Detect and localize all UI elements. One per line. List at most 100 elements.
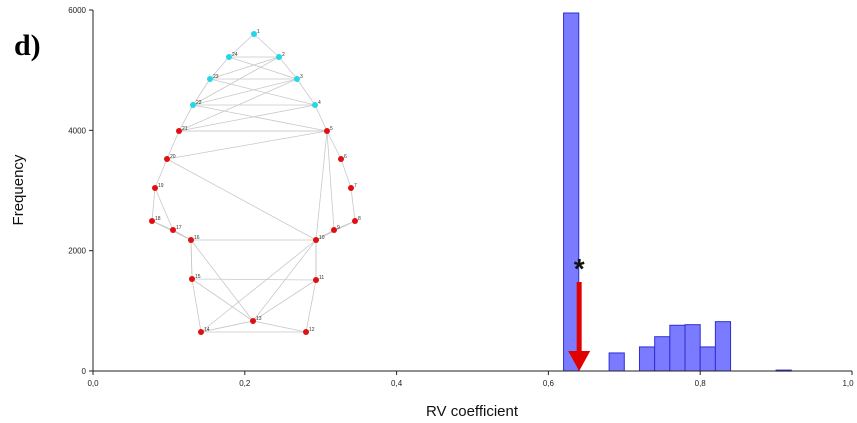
x-tick-label: 1,0 xyxy=(842,379,854,388)
histogram-bar xyxy=(684,324,701,372)
histogram-bar xyxy=(714,321,732,372)
histogram-bar xyxy=(563,12,580,372)
x-tick-label: 0,4 xyxy=(391,379,403,388)
landmark-point xyxy=(149,218,155,224)
landmark-label: 20 xyxy=(170,154,176,160)
landmark-link xyxy=(209,56,230,80)
landmark-link xyxy=(228,56,298,80)
landmark-point xyxy=(348,185,354,191)
y-tick-label: 0 xyxy=(82,367,87,376)
landmark-link xyxy=(178,78,298,132)
landmark-label: 18 xyxy=(155,216,161,222)
histogram-bar xyxy=(669,324,686,372)
landmark-link xyxy=(191,278,202,333)
landmark-link xyxy=(192,56,280,106)
y-tick-label: 6000 xyxy=(68,6,86,15)
landmark-link xyxy=(315,130,328,241)
landmark-link xyxy=(166,130,328,160)
landmark-point xyxy=(188,237,194,243)
x-tick-label: 0,2 xyxy=(239,379,251,388)
y-tick-label: 4000 xyxy=(68,126,86,135)
landmark-point xyxy=(276,54,282,60)
landmark-label: 10 xyxy=(319,235,325,241)
landmark-label: 5 xyxy=(330,126,333,132)
landmark-label: 24 xyxy=(232,52,238,58)
landmark-point xyxy=(324,128,330,134)
landmark-label: 1 xyxy=(257,29,260,35)
landmark-point xyxy=(338,156,344,162)
landmark-link xyxy=(340,158,352,189)
landmark-link xyxy=(192,104,328,132)
landmark-label: 12 xyxy=(309,327,315,333)
landmark-link xyxy=(209,78,316,106)
landmark-label: 9 xyxy=(337,225,340,231)
landmark-label: 22 xyxy=(196,100,202,106)
landmark-point xyxy=(313,277,319,283)
annotation: * xyxy=(568,253,591,371)
landmark-point xyxy=(313,237,319,243)
landmark-link xyxy=(252,239,317,322)
landmark-point xyxy=(198,329,204,335)
landmark-link xyxy=(314,104,328,132)
significance-asterisk: * xyxy=(574,253,585,284)
landmark-label: 17 xyxy=(176,225,182,231)
histogram-bar xyxy=(608,352,625,372)
landmark-point xyxy=(312,102,318,108)
landmark-link xyxy=(166,130,180,160)
landmark-link xyxy=(200,239,317,333)
landmark-label: 15 xyxy=(195,274,201,280)
histogram-bars xyxy=(563,12,792,372)
landmark-link xyxy=(253,33,280,58)
landmark-point xyxy=(226,54,232,60)
landmark-point xyxy=(164,156,170,162)
landmark-link xyxy=(151,187,156,222)
landmark-label: 4 xyxy=(318,100,321,106)
landmark-label: 3 xyxy=(300,74,303,80)
landmark-link xyxy=(252,279,317,322)
axes: 0 2000 4000 6000 0,0 0,2 0,4 0,6 0,8 1,0 xyxy=(68,6,854,388)
landmark-label: 19 xyxy=(158,183,164,189)
landmark-point xyxy=(190,102,196,108)
landmark-link xyxy=(305,279,317,333)
landmark-link xyxy=(200,320,254,333)
landmark-point xyxy=(251,31,257,37)
landmark-link xyxy=(190,239,254,322)
landmark-link xyxy=(209,56,280,80)
y-tick-label: 2000 xyxy=(68,247,86,256)
landmark-link xyxy=(190,239,193,280)
landmark-link xyxy=(154,158,168,189)
landmark-point xyxy=(176,128,182,134)
x-tick-label: 0,0 xyxy=(87,379,99,388)
landmark-link xyxy=(350,187,356,222)
histogram-bar xyxy=(699,346,716,372)
x-axis-title: RV coefficient xyxy=(426,403,519,420)
landmark-link xyxy=(191,278,254,322)
landmark-link xyxy=(166,158,317,241)
landmark-link xyxy=(178,104,194,132)
landmark-point xyxy=(294,76,300,82)
landmark-point xyxy=(170,227,176,233)
landmark-link xyxy=(326,130,342,160)
landmark-label: 2 xyxy=(282,52,285,58)
y-axis-title: Frequency xyxy=(10,154,27,225)
x-tick-label: 0,6 xyxy=(543,379,555,388)
panel-label: d) xyxy=(14,29,41,62)
landmark-link xyxy=(192,78,211,106)
landmark-link xyxy=(178,104,316,132)
landmark-label: 16 xyxy=(194,235,200,241)
arrow-head xyxy=(568,351,591,371)
landmark-point xyxy=(207,76,213,82)
landmark-point xyxy=(250,318,256,324)
landmark-label: 21 xyxy=(182,126,188,132)
landmark-link xyxy=(296,78,316,106)
landmark-point xyxy=(189,276,195,282)
landmark-label: 14 xyxy=(204,327,210,333)
landmark-link xyxy=(252,320,307,333)
landmark-point xyxy=(152,185,158,191)
landmark-link xyxy=(228,33,255,58)
landmark-point xyxy=(352,218,358,224)
histogram-bar xyxy=(638,346,656,372)
landmark-link xyxy=(191,278,317,281)
